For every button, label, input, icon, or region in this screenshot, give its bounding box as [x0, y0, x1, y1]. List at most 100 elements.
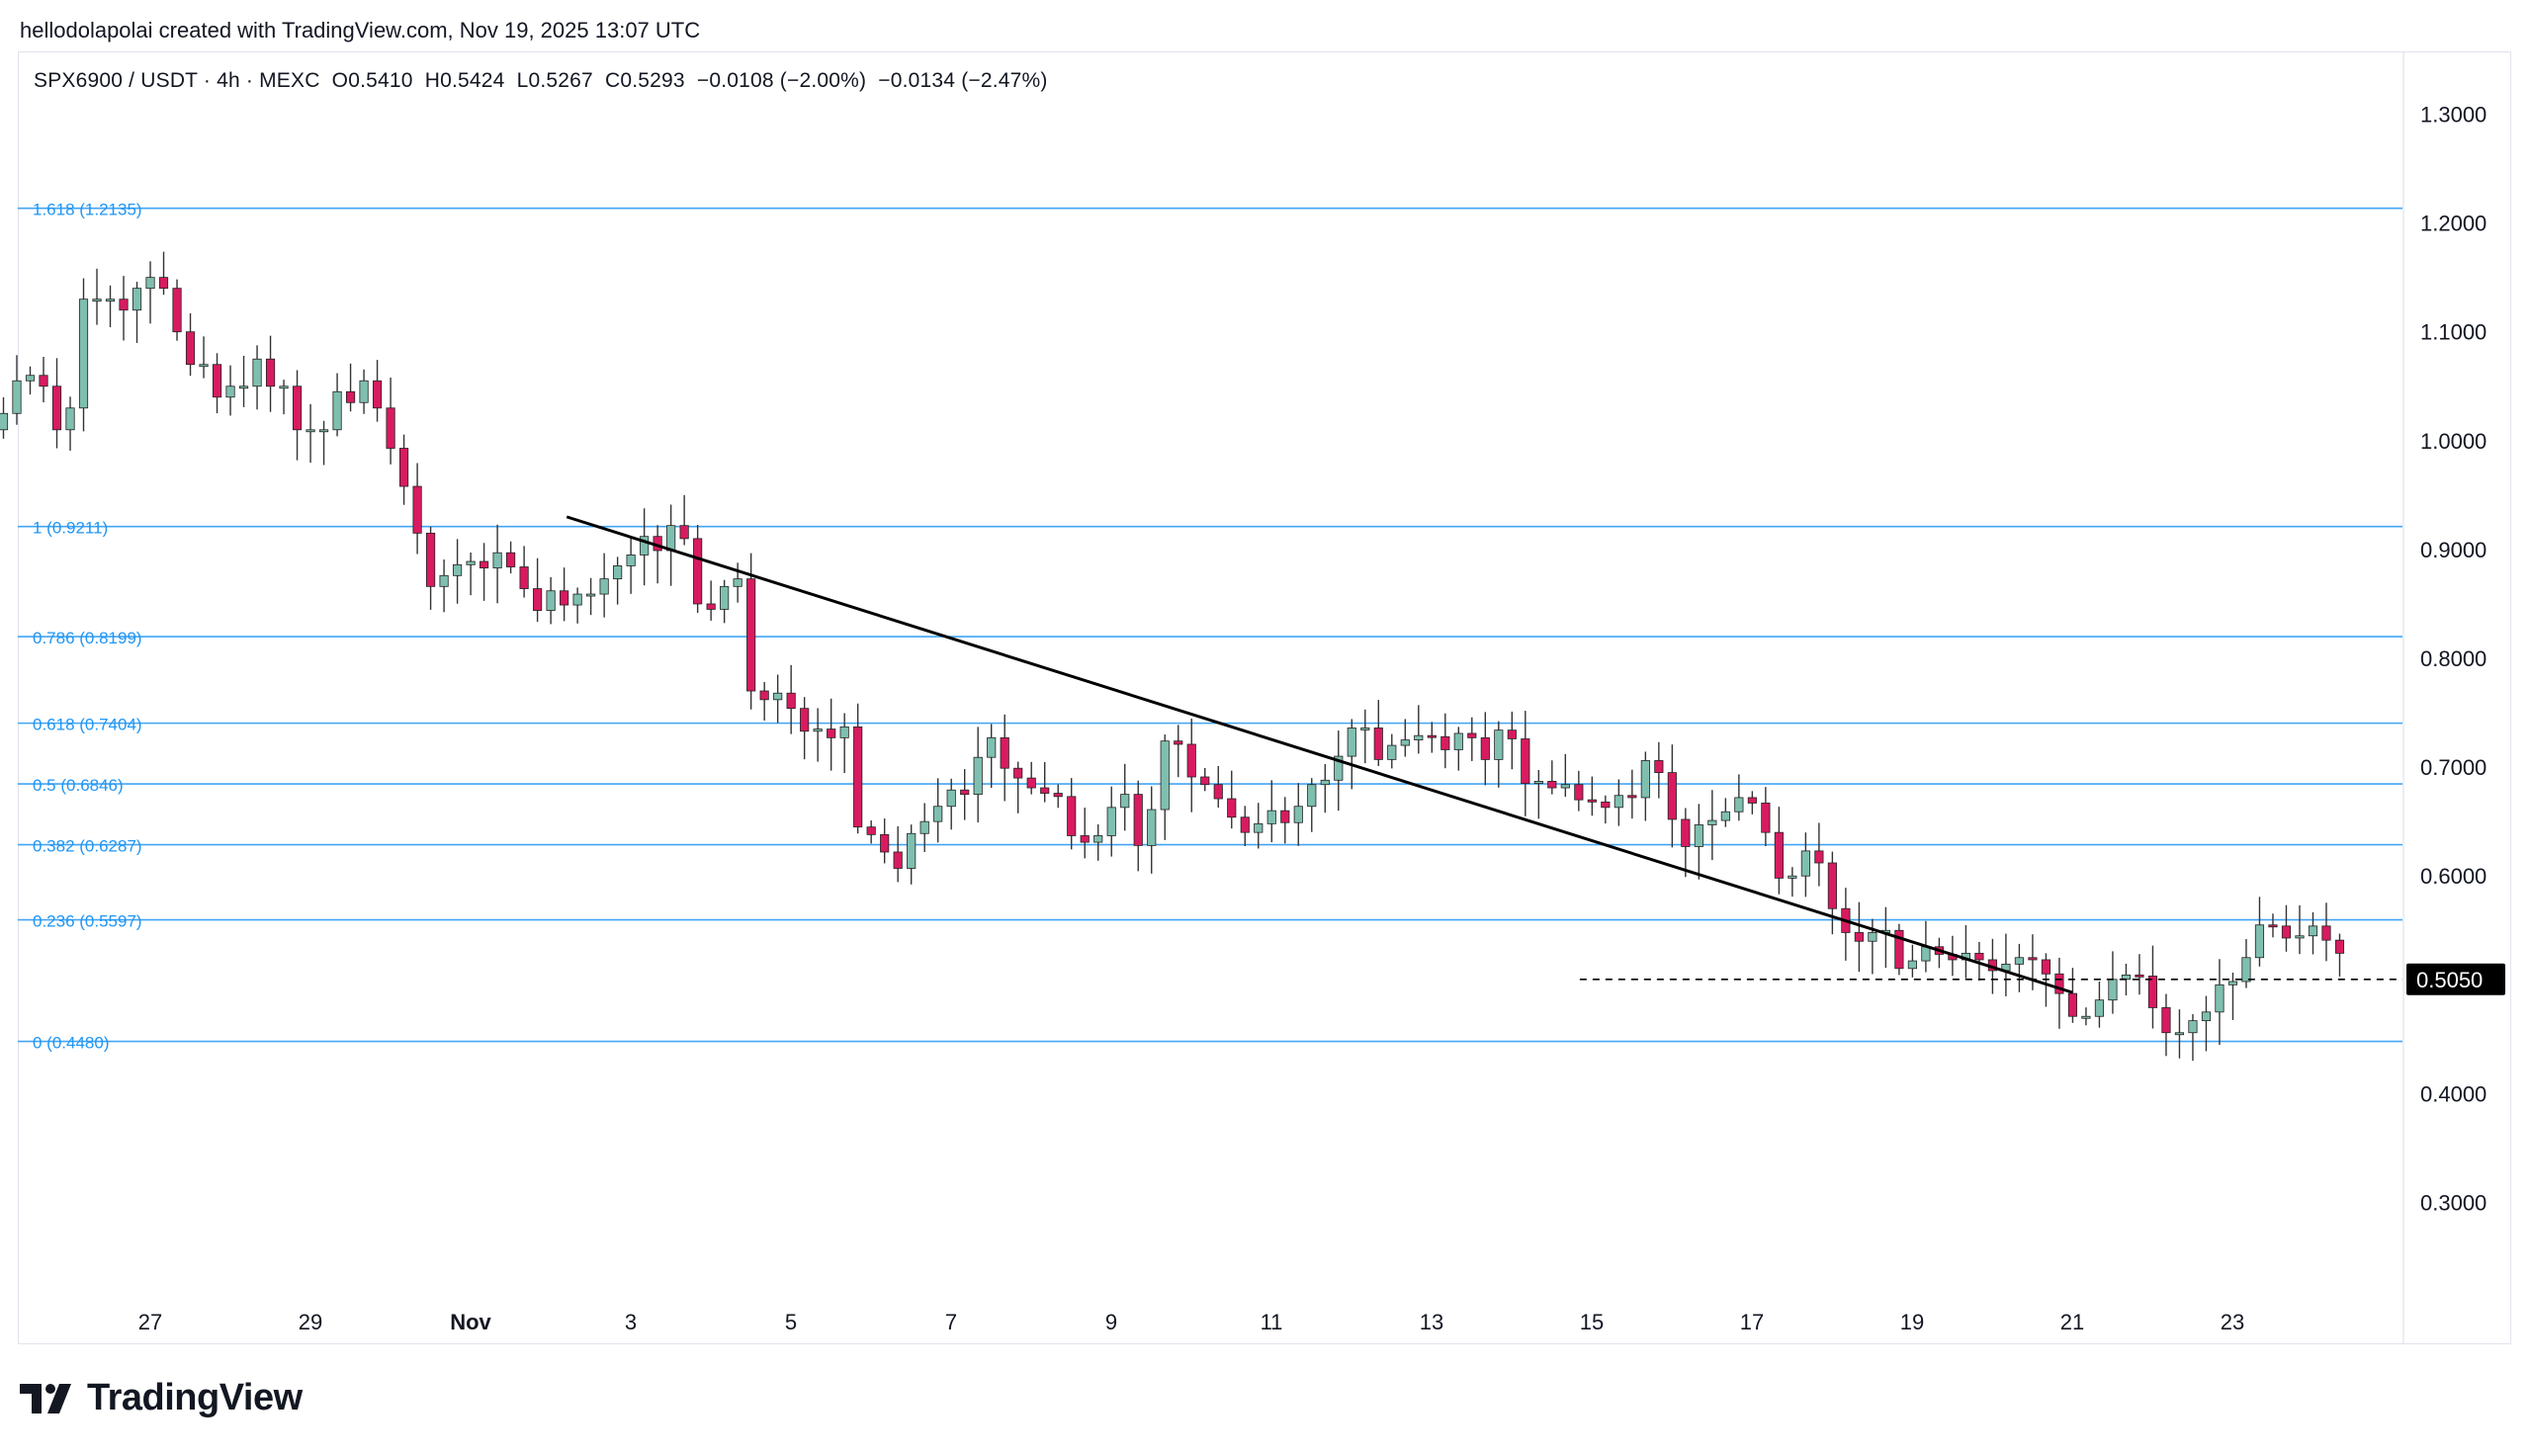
candle-body-66 [866, 826, 876, 835]
candle-70 [919, 803, 929, 852]
candle-19 [238, 355, 249, 407]
candle-body-64 [839, 726, 849, 738]
candle-158 [2094, 981, 2105, 1028]
candle-body-129 [1707, 819, 1717, 825]
candle-body-169 [2241, 957, 2251, 983]
candle-29 [372, 360, 383, 422]
candle-body-14 [172, 288, 182, 333]
candle-44 [572, 587, 582, 624]
fib-label-1: 1 (0.9211) [33, 519, 108, 538]
candle-body-74 [973, 756, 983, 796]
candle-body-47 [613, 565, 623, 580]
candle-61 [800, 697, 810, 760]
candle-body-36 [466, 560, 476, 565]
candle-77 [1013, 761, 1023, 814]
legend-change-2: −0.0134 (−2.47%) [878, 69, 1048, 92]
candle-8 [92, 268, 102, 325]
candle-body-144 [1907, 960, 1917, 970]
candle-body-131 [1734, 797, 1744, 813]
candle-73 [960, 769, 970, 820]
candle-103 [1360, 709, 1370, 764]
fib-label-5: 0.382 (0.6287) [33, 837, 142, 856]
candle-45 [586, 577, 596, 616]
candle-67 [880, 818, 890, 864]
candle-144 [1907, 944, 1917, 978]
trendline [566, 515, 2073, 994]
candle-167 [2215, 959, 2225, 1046]
chart-frame[interactable] [18, 51, 2511, 1344]
candle-36 [466, 552, 476, 596]
candle-body-164 [2174, 1032, 2185, 1036]
candle-68 [893, 825, 903, 883]
candle-30 [386, 377, 395, 465]
candle-body-56 [733, 578, 742, 587]
candle-body-136 [1800, 850, 1810, 877]
legend-symbol: SPX6900 / USDT · 4h · MEXC [34, 69, 320, 92]
candle-body-94 [1240, 816, 1250, 833]
candle-body-52 [679, 525, 689, 540]
candle-109 [1440, 713, 1450, 769]
candle-79 [1040, 762, 1050, 803]
tradingview-wordmark: TradingView [87, 1377, 303, 1418]
fib-label-4: 0.5 (0.6846) [33, 776, 124, 795]
candle-63 [827, 698, 836, 771]
x-tick-label-2: Nov [450, 1310, 491, 1334]
candle-body-43 [560, 590, 569, 606]
candle-17 [212, 353, 222, 414]
candle-body-127 [1681, 818, 1691, 847]
candle-124 [1640, 751, 1650, 821]
candle-168 [2227, 972, 2238, 1020]
candle-body-96 [1266, 810, 1276, 824]
candle-body-37 [480, 560, 489, 569]
candle-139 [1841, 888, 1851, 961]
candle-body-62 [813, 728, 823, 732]
candle-2 [12, 355, 22, 425]
candle-body-30 [386, 407, 395, 449]
candle-1 [0, 396, 9, 439]
candle-47 [613, 557, 623, 605]
candle-body-175 [2321, 925, 2331, 941]
candle-body-123 [1627, 795, 1637, 799]
candle-body-70 [919, 820, 929, 834]
candle-148 [1961, 924, 1970, 979]
candle-body-76 [1000, 736, 1009, 769]
candle-34 [439, 559, 449, 613]
candle-body-59 [773, 692, 783, 701]
candle-13 [158, 251, 169, 296]
candle-151 [2001, 933, 2011, 996]
candle-body-113 [1494, 729, 1504, 760]
candle-32 [412, 463, 422, 555]
candle-16 [199, 336, 209, 379]
candle-88 [1160, 734, 1170, 840]
candle-66 [866, 820, 876, 844]
candle-body-24 [305, 429, 315, 433]
candle-body-162 [2147, 976, 2158, 1008]
legend-low: L0.5267 [516, 69, 593, 92]
candle-body-40 [519, 566, 529, 589]
candle-127 [1681, 808, 1691, 878]
candle-174 [2308, 911, 2318, 955]
candle-117 [1547, 760, 1557, 795]
candle-body-54 [706, 603, 716, 610]
candle-body-6 [65, 407, 75, 431]
candle-body-10 [119, 299, 129, 311]
candle-body-78 [1026, 777, 1036, 789]
candle-body-19 [238, 385, 249, 389]
candle-body-72 [946, 789, 956, 808]
candle-body-161 [2135, 974, 2144, 978]
candle-38 [492, 524, 502, 604]
tradingview-brand[interactable]: TradingView [20, 1377, 303, 1419]
candle-body-88 [1160, 740, 1170, 811]
candle-body-75 [987, 736, 997, 758]
candle-body-117 [1547, 781, 1557, 789]
candle-31 [398, 434, 409, 505]
candle-140 [1854, 901, 1864, 973]
candle-body-68 [893, 851, 903, 869]
candle-body-49 [640, 536, 650, 556]
candle-body-32 [412, 485, 422, 534]
candle-155 [2054, 957, 2064, 1029]
candle-body-31 [398, 448, 409, 487]
candle-body-109 [1440, 735, 1450, 750]
candle-105 [1387, 733, 1397, 769]
